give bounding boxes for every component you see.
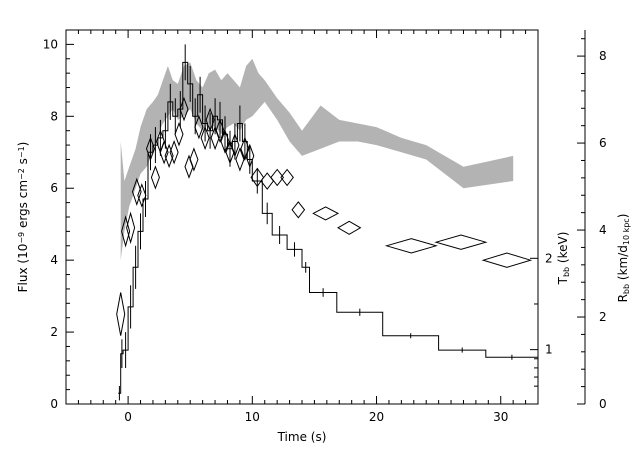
rbb-tick-label: 4 [599, 223, 607, 237]
temperature-diamond [194, 114, 204, 140]
x-axis-label: Time (s) [277, 430, 327, 444]
y-axis-label-radius: Rbb (km/d10 kpc) [616, 214, 631, 303]
temperature-diamond [260, 172, 275, 190]
temperature-diamond [235, 147, 245, 172]
flux-tick-label: 10 [43, 37, 58, 51]
temperature-diamond [270, 168, 285, 187]
temperature-diamond [169, 140, 179, 165]
temperature-diamond [126, 211, 136, 245]
y-axis-label-temperature: Tbb (keV) [556, 232, 571, 286]
flux-tick-label: 6 [50, 181, 58, 195]
temperature-diamond [384, 238, 438, 254]
temperature-diamond [312, 206, 340, 221]
temperature-diamond [205, 107, 215, 133]
x-tick-label: 10 [245, 410, 260, 424]
temperature-diamond [121, 215, 131, 248]
temperature-diamond [189, 147, 199, 172]
temperature-diamond [337, 220, 362, 235]
rbb-tick-label: 0 [599, 397, 607, 411]
temperature-diamond [481, 252, 533, 268]
temperature-diamonds [116, 96, 533, 336]
temperature-diamond [137, 183, 147, 208]
rbb-tick-label: 6 [599, 136, 607, 150]
temperature-diamond [131, 177, 142, 206]
temperature-diamond [245, 143, 255, 169]
kt-tick-label: 1 [545, 343, 553, 357]
temperature-diamond [116, 292, 126, 336]
flux-histogram [118, 44, 538, 401]
x-tick-label: 20 [369, 410, 384, 424]
temperature-diamond [280, 168, 294, 187]
temperature-diamond [220, 129, 230, 154]
y-axis-label-flux: Flux (10−9 ergs cm−2 s−1) [16, 142, 30, 293]
temperature-diamond [230, 132, 240, 158]
temperature-diamond [174, 122, 184, 147]
temperature-diamond [291, 201, 306, 219]
x-tick-label: 0 [124, 410, 132, 424]
temperature-diamond [179, 96, 189, 122]
flux-tick-label: 2 [50, 325, 58, 339]
radius-band-area [120, 58, 514, 261]
flux-tick-label: 0 [50, 397, 58, 411]
temperature-diamond [164, 143, 174, 169]
temperature-diamond [184, 154, 194, 179]
flux-tick-label: 8 [50, 109, 58, 123]
plot-frame [65, 29, 539, 405]
x-tick-label: 30 [493, 410, 508, 424]
temperature-diamond [215, 118, 225, 143]
temperature-diamond [159, 140, 169, 165]
temperature-diamond [145, 136, 156, 161]
temperature-diamond [200, 125, 210, 151]
temperature-diamond [150, 165, 160, 190]
rbb-tick-label: 8 [599, 49, 607, 63]
flux-tick-label: 4 [50, 253, 58, 267]
temperature-diamond [434, 234, 488, 250]
rbb-tick-label: 2 [599, 310, 607, 324]
kt-tick-label: 2 [545, 251, 553, 265]
radius-band [120, 58, 514, 261]
